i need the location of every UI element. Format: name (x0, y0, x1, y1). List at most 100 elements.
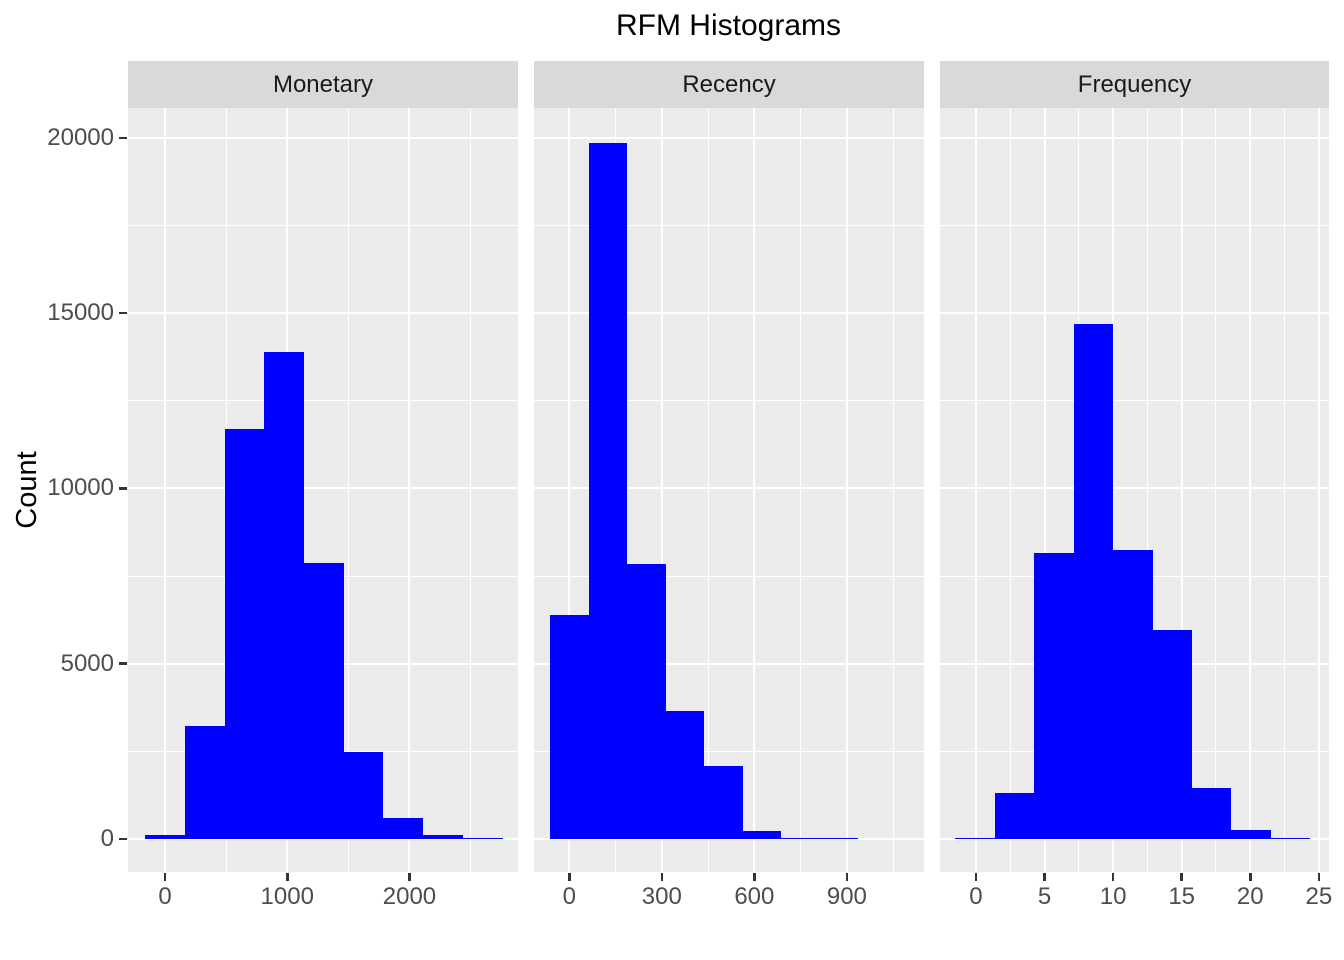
histogram-bar (1113, 549, 1153, 839)
gridline-major-y (940, 136, 1329, 139)
y-tick-label: 20000 (47, 123, 114, 151)
x-tick-mark (1043, 873, 1046, 881)
x-tick-label: 0 (158, 883, 172, 910)
y-tick-mark (119, 837, 127, 841)
gridline-major-x (408, 108, 411, 872)
histogram-bar (704, 766, 743, 839)
gridline-minor-x (347, 108, 349, 872)
gridline-minor-x (1215, 108, 1217, 872)
histogram-bar (343, 752, 384, 839)
x-tick-mark (974, 873, 978, 881)
facet-strip: Monetary (128, 61, 518, 108)
gridline-major-x (1317, 108, 1320, 872)
histogram-bar (462, 837, 503, 839)
y-tick-mark (119, 662, 127, 665)
x-tick-label: 0 (969, 883, 983, 910)
gridline-minor-x (800, 108, 802, 872)
x-tick-mark (163, 873, 167, 881)
facet-strip-label: Frequency (1077, 71, 1192, 98)
gridline-major-x (164, 108, 167, 872)
histogram-bar (383, 817, 424, 839)
gridline-major-x (1249, 108, 1252, 872)
histogram-bar (1191, 788, 1232, 839)
histogram-bar (665, 711, 705, 839)
gridline-major-x (1112, 108, 1115, 872)
y-tick-label: 15000 (47, 299, 114, 327)
x-tick-mark (1317, 873, 1321, 881)
gridline-minor-y (128, 400, 518, 402)
histogram-bar (550, 614, 589, 839)
gridline-major-y (940, 487, 1329, 490)
gridline-minor-x (1146, 108, 1148, 872)
x-tick-mark (1249, 873, 1252, 881)
gridline-minor-y (128, 225, 518, 227)
y-tick-label: 0 (100, 825, 114, 852)
gridline-minor-y (534, 225, 924, 227)
histogram-bar (145, 834, 185, 839)
facet-strip: Frequency (940, 61, 1329, 108)
gridline-minor-y (534, 400, 924, 402)
gridline-major-y (534, 838, 924, 840)
gridline-major-x (1043, 108, 1046, 872)
facet-panel (940, 108, 1329, 872)
gridline-major-y (534, 487, 924, 490)
gridline-major-x (1180, 108, 1183, 872)
histogram-bar (1231, 829, 1271, 839)
gridline-major-y (534, 136, 924, 139)
gridline-minor-y (940, 225, 1329, 227)
histogram-bar (955, 837, 995, 839)
x-tick-mark (660, 873, 664, 881)
histogram-bar (1270, 837, 1311, 839)
gridline-minor-x (1009, 108, 1011, 872)
gridline-minor-x (470, 108, 472, 872)
gridline-major-y (534, 662, 924, 665)
x-tick-mark (1111, 873, 1115, 881)
histogram-bar (994, 793, 1035, 839)
gridline-major-x (660, 108, 663, 872)
x-tick-mark (845, 873, 849, 881)
histogram-bar (264, 351, 305, 839)
x-tick-label: 5 (1037, 883, 1052, 910)
gridline-minor-y (534, 750, 924, 752)
histogram-bar (1152, 629, 1192, 839)
gridline-minor-x (707, 108, 709, 872)
y-tick-label: 10000 (47, 474, 114, 502)
y-tick-mark (119, 311, 127, 315)
histogram-bar (627, 564, 666, 839)
facet-strip-label: Recency (682, 71, 776, 98)
histogram-bar (742, 831, 782, 839)
x-tick-label: 2000 (382, 883, 437, 910)
gridline-minor-y (940, 400, 1329, 402)
gridline-major-x (845, 108, 848, 872)
x-tick-label: 900 (826, 883, 867, 910)
y-tick-mark (119, 487, 127, 490)
histogram-bar (819, 838, 859, 839)
gridline-minor-x (892, 108, 894, 872)
gridline-major-y (128, 838, 518, 840)
y-tick-label: 5000 (60, 649, 114, 677)
gridline-major-x (568, 108, 571, 872)
gridline-major-y (128, 136, 518, 139)
x-tick-label: 20 (1236, 883, 1264, 910)
facet-panel (128, 108, 518, 872)
gridline-major-y (128, 487, 518, 490)
facet-strip-label: Monetary (272, 71, 374, 98)
histogram-bar (184, 726, 225, 839)
gridline-minor-x (1284, 108, 1286, 872)
plot-title: RFM Histograms (615, 9, 841, 42)
gridline-major-y (940, 838, 1329, 840)
x-tick-label: 15 (1168, 883, 1196, 910)
gridline-major-y (534, 312, 924, 315)
gridline-major-y (128, 312, 518, 315)
gridline-minor-y (534, 575, 924, 577)
x-tick-mark (408, 873, 411, 881)
histogram-bar (781, 837, 820, 839)
histogram-bar (1073, 323, 1114, 839)
histogram-bar (304, 562, 344, 839)
x-tick-label: 10 (1099, 883, 1127, 910)
gridline-major-x (753, 108, 756, 872)
gridline-major-y (940, 312, 1329, 315)
gridline-major-x (974, 108, 977, 872)
x-tick-label: 25 (1305, 883, 1333, 910)
